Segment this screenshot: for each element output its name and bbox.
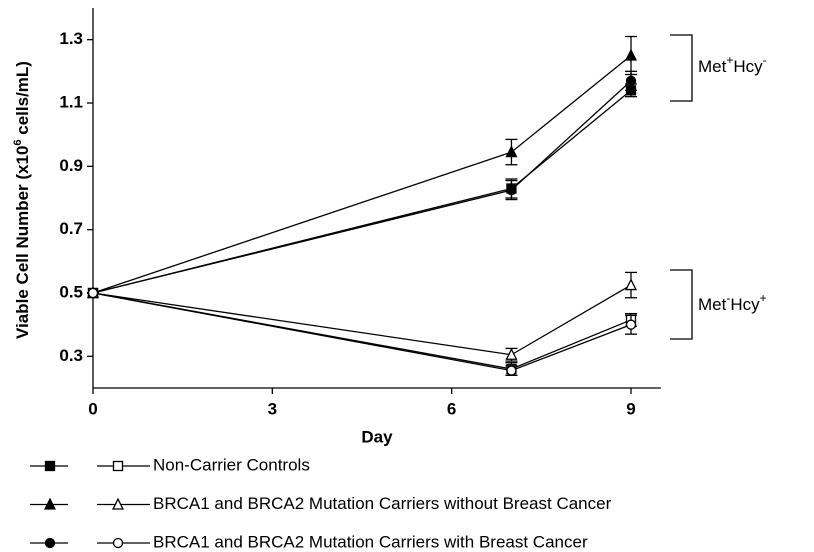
annotation-part: Met — [698, 295, 727, 314]
marker — [506, 184, 517, 196]
annotation-part: + — [726, 53, 733, 67]
annotation-part: - — [726, 291, 730, 305]
series-line — [92, 54, 632, 294]
marker — [506, 365, 517, 376]
series-line — [92, 284, 632, 356]
y-tick-label: 1.3 — [59, 29, 83, 48]
marker — [624, 278, 638, 291]
legend-label: BRCA1 and BRCA2 Mutation Carriers withou… — [153, 494, 612, 513]
marker — [625, 75, 637, 86]
annotation-part: - — [763, 53, 767, 67]
y-axis-label-part: Viable Cell Number (x10 — [13, 146, 32, 339]
annotation-part: + — [760, 291, 767, 305]
y-tick-label: 0.7 — [59, 219, 83, 238]
y-tick-label: 0.3 — [59, 346, 83, 365]
marker — [44, 460, 56, 472]
marker — [44, 537, 56, 549]
bracket — [670, 269, 693, 340]
bracket — [670, 34, 693, 102]
marker — [111, 497, 125, 510]
y-tick-label: 0.5 — [59, 282, 83, 301]
marker — [87, 287, 99, 299]
annotation-part: Met — [698, 57, 727, 76]
marker — [112, 537, 124, 549]
legend-label: Non-Carrier Controls — [153, 455, 310, 474]
y-tick-label: 0.9 — [59, 156, 83, 175]
marker — [624, 48, 638, 61]
x-tick-label: 6 — [447, 399, 456, 418]
annotation-part: Hcy — [730, 295, 760, 314]
marker — [505, 347, 518, 360]
x-tick-label: 0 — [88, 399, 97, 418]
x-axis-label: Day — [361, 427, 393, 446]
annotation: Met+Hcy- — [698, 53, 767, 76]
x-tick-label: 3 — [268, 399, 277, 418]
marker — [625, 319, 637, 330]
series-line — [92, 80, 632, 294]
y-axis-label-part: cells/mL) — [13, 61, 32, 139]
marker — [43, 497, 57, 510]
marker — [505, 145, 518, 158]
annotation-part: Hcy — [733, 57, 763, 76]
y-axis-label-part: 6 — [12, 139, 24, 145]
y-axis-label: Viable Cell Number (x106 cells/mL) — [12, 61, 33, 339]
annotation: Met-Hcy+ — [698, 291, 767, 314]
y-tick-label: 1.1 — [59, 92, 83, 111]
marker — [112, 460, 124, 472]
legend-label: BRCA1 and BRCA2 Mutation Carriers with B… — [153, 532, 588, 551]
x-tick-label: 9 — [626, 399, 635, 418]
